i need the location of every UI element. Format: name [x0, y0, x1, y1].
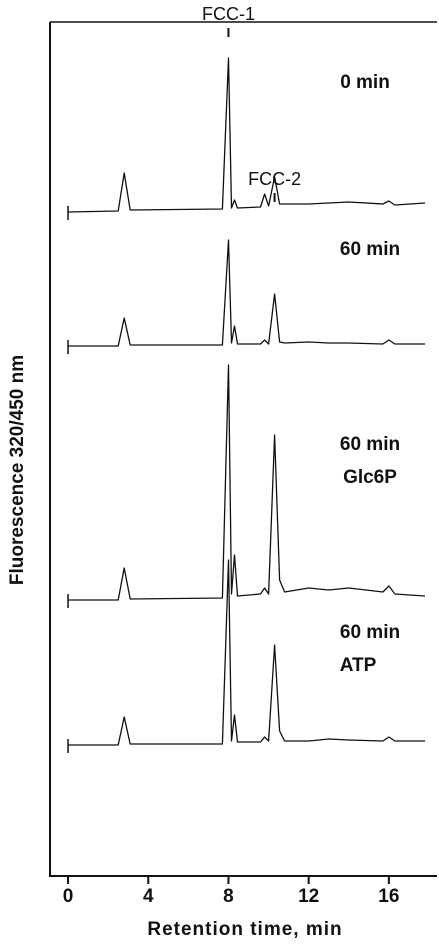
trace-condition: ATP	[340, 655, 377, 676]
trace	[68, 239, 425, 347]
x-tick-label: 0	[63, 886, 74, 907]
x-axis-label: Retention time, min	[147, 919, 342, 940]
trace	[67, 57, 426, 213]
x-tick-label: 4	[143, 886, 154, 907]
peak-label: FCC-2	[248, 169, 301, 189]
x-tick-label: 12	[298, 886, 319, 907]
x-tick-label: 8	[223, 886, 234, 907]
trace-label: 60 min	[340, 622, 400, 643]
x-tick-label: 16	[378, 886, 399, 907]
peak-label: FCC-1	[202, 4, 255, 24]
trace	[68, 559, 425, 746]
trace-label: 60 min	[340, 434, 400, 455]
trace	[68, 364, 426, 601]
trace-condition: Glc6P	[343, 467, 397, 488]
y-axis-label: Fluorescence 320/450 nm	[7, 355, 28, 585]
trace-label: 60 min	[340, 239, 400, 260]
trace-label: 0 min	[340, 72, 390, 93]
